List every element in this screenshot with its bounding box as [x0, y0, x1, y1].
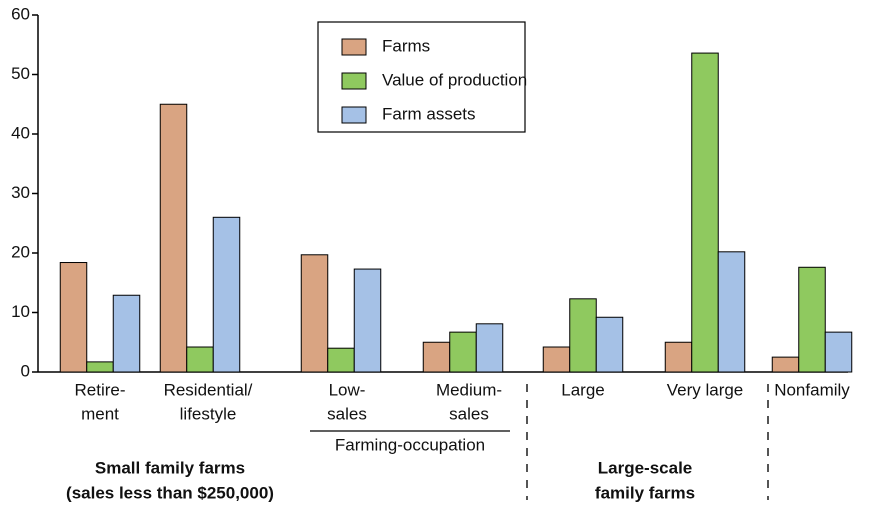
- legend-swatch: [341, 72, 367, 90]
- legend-swatch: [341, 38, 367, 56]
- bar: [159, 103, 188, 373]
- bar: [86, 361, 114, 373]
- bar: [327, 347, 355, 373]
- bar: [542, 346, 571, 373]
- group-label: Farming-occupation: [335, 435, 485, 454]
- x-tick-label: lifestyle: [180, 404, 237, 423]
- bar: [300, 254, 329, 373]
- bar: [664, 341, 693, 373]
- bar: [112, 294, 141, 373]
- x-tick-label: Very large: [667, 380, 744, 399]
- y-tick-label: 50: [11, 64, 30, 83]
- x-tick-label: Residential/: [164, 380, 253, 399]
- bar: [595, 316, 624, 373]
- bar: [59, 262, 88, 373]
- legend-label: Farms: [382, 36, 430, 55]
- group-label: family farms: [595, 483, 695, 502]
- bar: [691, 52, 719, 373]
- x-tick-label: Low-: [329, 380, 366, 399]
- x-tick-label: ment: [81, 404, 119, 423]
- x-tick-label: Large: [561, 380, 604, 399]
- y-tick-label: 60: [11, 4, 30, 23]
- y-tick-label: 40: [11, 123, 30, 142]
- y-tick-label: 0: [21, 361, 30, 380]
- group-label: Small family farms: [95, 458, 245, 477]
- bar: [186, 346, 214, 373]
- bar: [475, 323, 504, 373]
- bar: [353, 268, 382, 373]
- x-tick-label: Nonfamily: [774, 380, 850, 399]
- x-tick-label: sales: [449, 404, 489, 423]
- y-tick-label: 10: [11, 302, 30, 321]
- bar: [212, 216, 241, 373]
- legend-label: Value of production: [382, 70, 527, 89]
- legend-label: Farm assets: [382, 104, 476, 123]
- group-label: (sales less than $250,000): [66, 483, 274, 502]
- y-tick-label: 20: [11, 242, 30, 261]
- bar: [449, 331, 477, 373]
- x-tick-label: sales: [327, 404, 367, 423]
- bar: [422, 341, 451, 373]
- x-tick-label: Retire-: [74, 380, 125, 399]
- bar: [824, 331, 853, 373]
- bar: [798, 266, 826, 373]
- x-tick-label: Medium-: [436, 380, 502, 399]
- bar: [771, 356, 800, 373]
- y-tick-label: 30: [11, 183, 30, 202]
- group-label: Large-scale: [598, 458, 693, 477]
- legend-swatch: [341, 106, 367, 124]
- bar: [717, 251, 746, 373]
- bar: [569, 298, 597, 373]
